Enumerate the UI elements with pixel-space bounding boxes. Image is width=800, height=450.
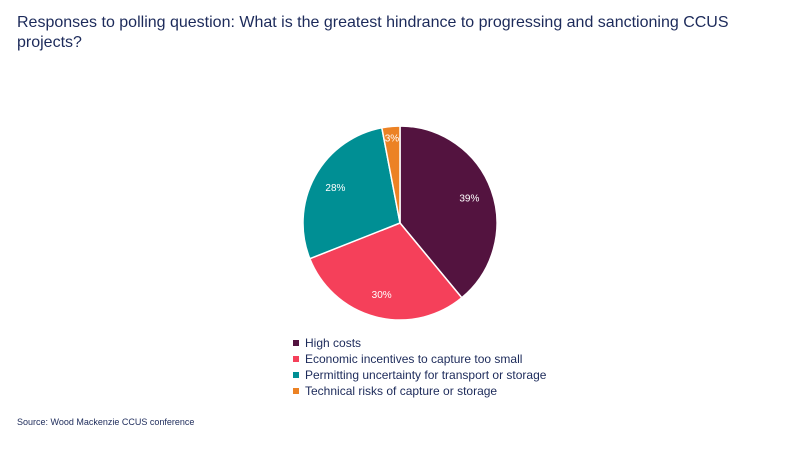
pie-slice-3 [302,126,401,260]
slice-data-label-2: 30% [372,290,392,301]
legend-label: Permitting uncertainty for transport or … [305,368,547,382]
slice-data-label-3: 28% [325,183,345,194]
pie-slice-4 [380,125,401,224]
legend-label: High costs [305,336,362,350]
legend-swatch [293,372,299,378]
slice-data-label-4: 3% [385,134,400,145]
source-note: Source: Wood Mackenzie CCUS conference [17,417,195,427]
legend-swatch [293,356,299,362]
legend-swatch [293,340,299,346]
legend-item-4: Technical risks of capture or storage [293,383,546,399]
legend-label: Technical risks of capture or storage [305,384,498,398]
slice-data-label-1: 39% [459,194,479,205]
legend-item-3: Permitting uncertainty for transport or … [293,367,546,383]
legend-label: Economic incentives to capture too small [305,352,523,366]
pie-slice-1 [399,125,498,299]
legend-item-2: Economic incentives to capture too small [293,351,546,367]
chart-legend: High costs Economic incentives to capture… [293,335,546,399]
legend-swatch [293,388,299,394]
chart-title: Responses to polling question: What is t… [17,14,729,51]
legend-item-1: High costs [293,335,546,351]
pie-slice-2 [308,222,463,321]
pie-labels: 39% 30% 28% 3% [325,134,479,301]
pie-slices [302,125,498,321]
